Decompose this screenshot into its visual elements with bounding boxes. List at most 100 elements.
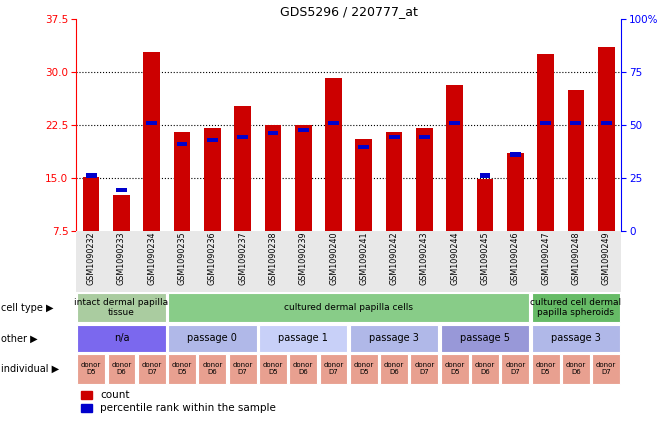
Text: GSM1090239: GSM1090239 xyxy=(299,232,308,286)
FancyBboxPatch shape xyxy=(592,354,620,384)
Text: individual ▶: individual ▶ xyxy=(1,364,59,374)
Text: GSM1090232: GSM1090232 xyxy=(87,232,96,286)
Bar xyxy=(268,131,278,135)
Text: donor
D7: donor D7 xyxy=(233,362,253,375)
Text: GSM1090236: GSM1090236 xyxy=(208,232,217,285)
FancyBboxPatch shape xyxy=(531,293,620,322)
FancyBboxPatch shape xyxy=(350,325,438,352)
Text: GSM1090248: GSM1090248 xyxy=(571,232,580,285)
Bar xyxy=(356,139,372,231)
Text: donor
D5: donor D5 xyxy=(535,362,556,375)
Text: GSM1090249: GSM1090249 xyxy=(602,232,611,286)
Text: passage 0: passage 0 xyxy=(188,333,237,343)
FancyBboxPatch shape xyxy=(441,325,529,352)
Bar xyxy=(449,121,460,125)
FancyBboxPatch shape xyxy=(108,354,136,384)
Bar xyxy=(416,128,433,231)
Bar xyxy=(76,231,621,292)
FancyBboxPatch shape xyxy=(350,354,377,384)
Text: donor
D6: donor D6 xyxy=(566,362,586,375)
Text: donor
D6: donor D6 xyxy=(111,362,132,375)
FancyBboxPatch shape xyxy=(259,354,287,384)
Bar xyxy=(298,128,309,132)
Bar xyxy=(295,125,311,231)
Text: intact dermal papilla
tissue: intact dermal papilla tissue xyxy=(75,298,169,317)
FancyBboxPatch shape xyxy=(77,354,105,384)
Text: cultured dermal papilla cells: cultured dermal papilla cells xyxy=(284,303,413,312)
Text: GSM1090243: GSM1090243 xyxy=(420,232,429,285)
Text: donor
D7: donor D7 xyxy=(141,362,162,375)
Bar xyxy=(537,54,554,231)
Text: donor
D5: donor D5 xyxy=(172,362,192,375)
Text: n/a: n/a xyxy=(114,333,129,343)
FancyBboxPatch shape xyxy=(290,354,317,384)
FancyBboxPatch shape xyxy=(531,354,559,384)
Bar xyxy=(507,153,524,231)
Bar xyxy=(146,121,157,125)
Bar xyxy=(176,142,188,146)
Text: GSM1090241: GSM1090241 xyxy=(360,232,368,285)
Bar xyxy=(174,132,190,231)
Text: GSM1090235: GSM1090235 xyxy=(178,232,186,286)
Text: donor
D6: donor D6 xyxy=(384,362,405,375)
Bar xyxy=(237,135,248,139)
Text: passage 3: passage 3 xyxy=(369,333,419,343)
Bar xyxy=(358,145,369,149)
FancyBboxPatch shape xyxy=(168,293,529,322)
Bar xyxy=(207,138,217,143)
Text: cultured cell dermal
papilla spheroids: cultured cell dermal papilla spheroids xyxy=(530,298,621,317)
Text: donor
D5: donor D5 xyxy=(445,362,465,375)
Bar xyxy=(204,128,221,231)
Text: GSM1090238: GSM1090238 xyxy=(268,232,278,285)
FancyBboxPatch shape xyxy=(168,354,196,384)
Text: donor
D6: donor D6 xyxy=(202,362,223,375)
Text: donor
D7: donor D7 xyxy=(414,362,434,375)
Bar xyxy=(116,187,127,192)
Bar xyxy=(540,121,551,125)
FancyBboxPatch shape xyxy=(531,325,620,352)
Bar xyxy=(480,173,490,178)
Legend: count, percentile rank within the sample: count, percentile rank within the sample xyxy=(81,390,276,413)
Text: donor
D7: donor D7 xyxy=(323,362,344,375)
Text: GSM1090240: GSM1090240 xyxy=(329,232,338,285)
Text: donor
D5: donor D5 xyxy=(263,362,283,375)
Bar xyxy=(325,77,342,231)
Bar xyxy=(113,195,130,231)
Text: GSM1090237: GSM1090237 xyxy=(238,232,247,286)
Text: cell type ▶: cell type ▶ xyxy=(1,303,53,313)
FancyBboxPatch shape xyxy=(410,354,438,384)
FancyBboxPatch shape xyxy=(501,354,529,384)
Text: donor
D5: donor D5 xyxy=(354,362,374,375)
FancyBboxPatch shape xyxy=(168,325,256,352)
Bar xyxy=(446,85,463,231)
Text: passage 5: passage 5 xyxy=(460,333,510,343)
Bar xyxy=(510,152,521,157)
FancyBboxPatch shape xyxy=(77,293,166,322)
FancyBboxPatch shape xyxy=(471,354,499,384)
Bar xyxy=(598,47,615,231)
FancyBboxPatch shape xyxy=(562,354,590,384)
FancyBboxPatch shape xyxy=(137,354,166,384)
FancyBboxPatch shape xyxy=(198,354,226,384)
Text: GSM1090246: GSM1090246 xyxy=(511,232,520,285)
Title: GDS5296 / 220777_at: GDS5296 / 220777_at xyxy=(280,5,418,18)
FancyBboxPatch shape xyxy=(229,354,256,384)
FancyBboxPatch shape xyxy=(441,354,469,384)
Bar xyxy=(477,179,493,231)
Bar xyxy=(568,90,584,231)
Text: passage 3: passage 3 xyxy=(551,333,601,343)
Text: GSM1090244: GSM1090244 xyxy=(450,232,459,285)
Text: donor
D6: donor D6 xyxy=(293,362,313,375)
Bar xyxy=(419,135,430,139)
Text: GSM1090234: GSM1090234 xyxy=(147,232,156,285)
Bar xyxy=(86,173,97,178)
Text: donor
D7: donor D7 xyxy=(596,362,616,375)
Bar xyxy=(570,121,581,125)
FancyBboxPatch shape xyxy=(259,325,348,352)
FancyBboxPatch shape xyxy=(77,325,166,352)
Bar xyxy=(328,121,339,125)
FancyBboxPatch shape xyxy=(380,354,408,384)
Text: GSM1090233: GSM1090233 xyxy=(117,232,126,285)
Bar xyxy=(83,177,100,231)
Bar xyxy=(601,121,611,125)
